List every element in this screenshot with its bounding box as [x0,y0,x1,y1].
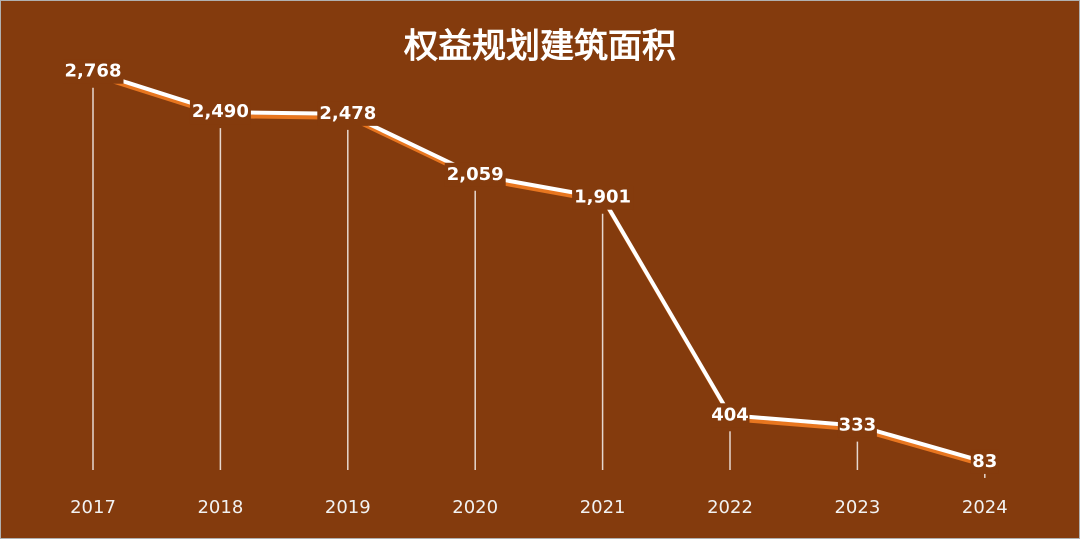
value-label: 2,490 [192,101,249,122]
label-bg [189,100,251,125]
label-bg [317,101,379,126]
value-label: 333 [839,415,877,436]
value-label: 2,768 [65,61,122,82]
x-tick-label: 2018 [197,497,243,518]
value-label: 2,478 [319,103,376,124]
x-tick-label: 2022 [707,497,753,518]
x-tick-label: 2023 [834,497,880,518]
x-tick-label: 2019 [325,497,371,518]
x-tick-label: 2021 [580,497,626,518]
x-tick-label: 2017 [70,497,116,518]
label-bg [62,59,124,84]
label-bg [444,162,506,187]
value-label: 2,059 [447,164,504,185]
value-label: 83 [972,451,997,472]
value-label: 404 [711,404,749,425]
label-bg [970,449,999,474]
x-tick-label: 2024 [962,497,1008,518]
label-bg [710,403,750,428]
x-tick-label: 2020 [452,497,498,518]
chart-title: 权益规划建筑面积 [403,27,676,67]
value-label: 1,901 [574,187,631,208]
label-bg [837,413,877,438]
label-bg [572,185,634,210]
